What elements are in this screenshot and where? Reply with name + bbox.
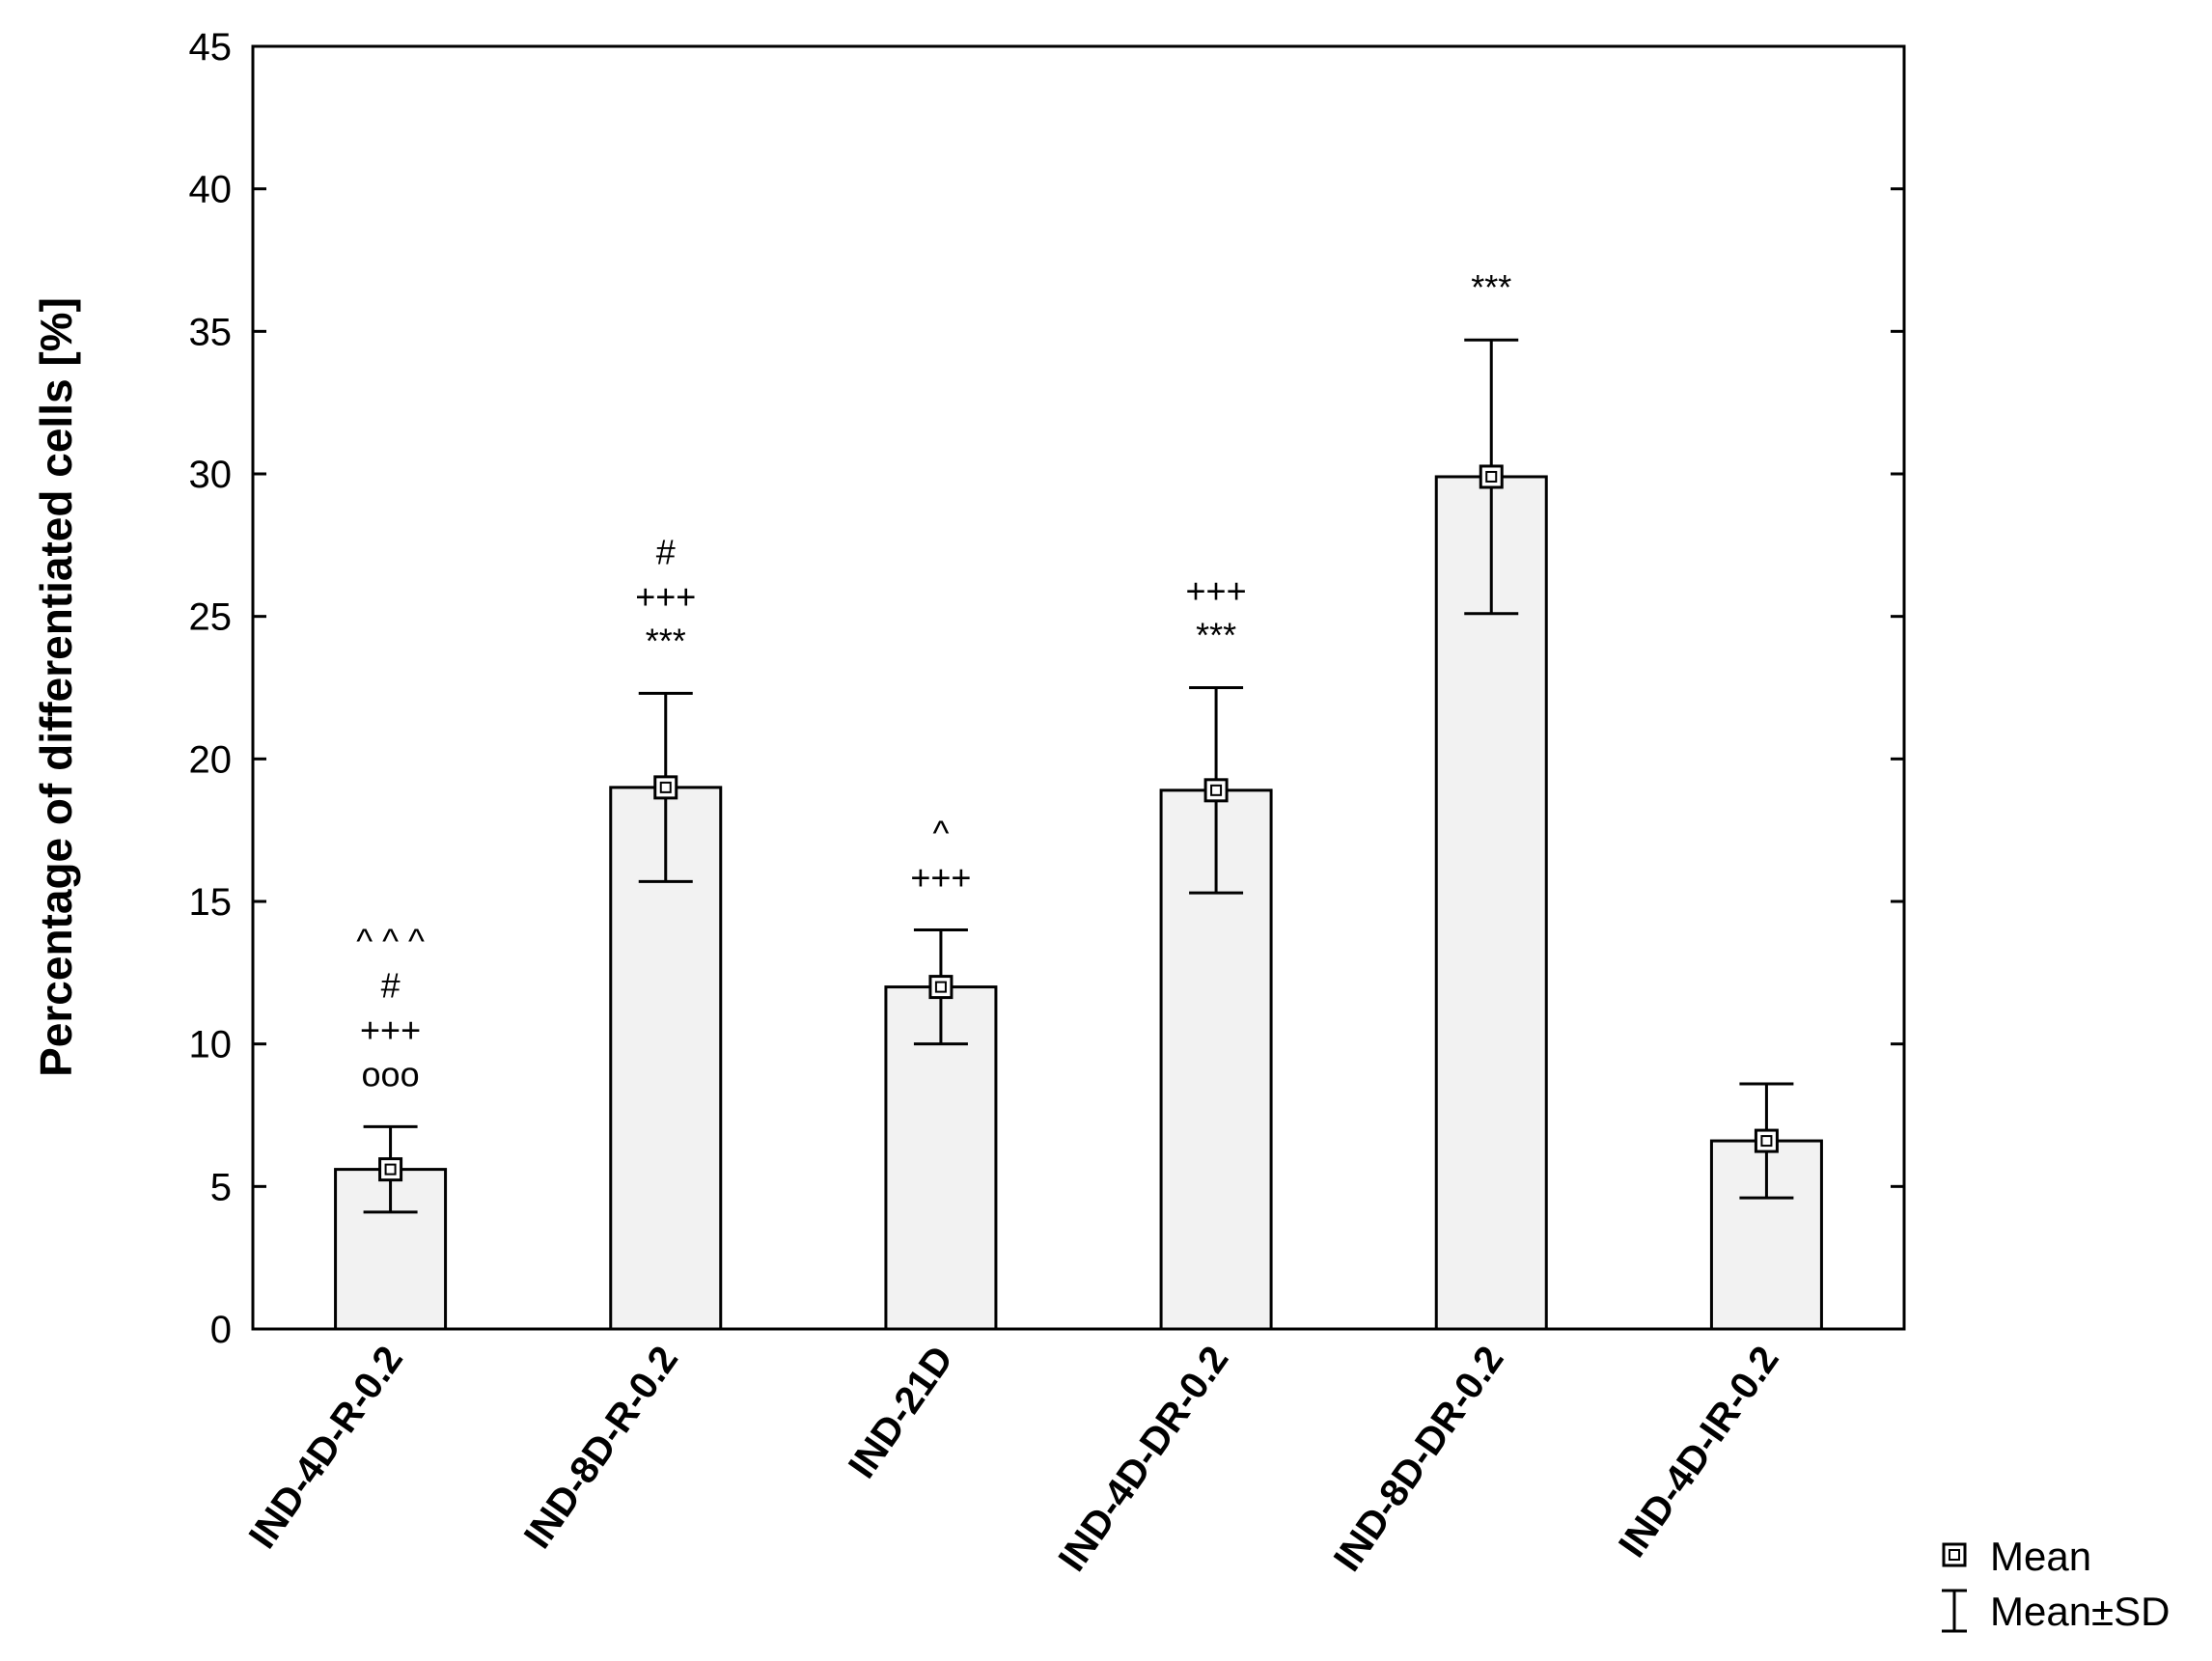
bar <box>1159 789 1273 1331</box>
x-tick-label: IND-4D-DR-0.2 <box>1051 1339 1237 1579</box>
mean-marker <box>928 975 954 1000</box>
legend-mean-marker-inner <box>1949 1549 1960 1561</box>
legend-sd-label: Mean±SD <box>1990 1589 2170 1634</box>
mean-marker <box>378 1157 403 1182</box>
y-tick-label: 45 <box>189 26 233 69</box>
mean-marker-inner <box>1760 1135 1773 1148</box>
error-bars-group <box>363 338 1794 1214</box>
legend: Mean Mean±SD <box>1942 1534 2170 1634</box>
mean-marker-inner <box>934 981 947 993</box>
bar <box>1434 475 1548 1331</box>
y-tick-label: 35 <box>189 311 233 353</box>
significance-annotations: ^ ^ ^ # +++ ooo # +++ *** ^ +++ +++ *** *** <box>356 267 1511 1093</box>
significance-mark: # <box>656 532 676 571</box>
mean-marker <box>653 775 678 800</box>
y-tick-label: 5 <box>210 1166 232 1208</box>
legend-mean-label: Mean <box>1990 1534 2091 1579</box>
mean-marker <box>1203 778 1229 803</box>
y-tick-label: 20 <box>189 738 233 781</box>
significance-mark: ooo <box>362 1054 420 1093</box>
x-tick-label: IND-4D-R-0.2 <box>241 1339 411 1557</box>
y-axis-title: Percentage of differentiated cells [%] <box>31 297 81 1077</box>
y-tick-label: 0 <box>210 1309 232 1351</box>
significance-mark: +++ <box>910 858 971 898</box>
significance-mark: *** <box>646 621 686 660</box>
mean-marker-inner <box>659 781 672 793</box>
x-axis-labels: IND-4D-R-0.2 IND-8D-R-0.2 IND-21D IND-4D-DR… <box>241 1339 1787 1579</box>
mean-marker-inner <box>1210 784 1223 796</box>
mean-markers-group <box>378 464 1779 1182</box>
significance-mark: ^ <box>932 814 949 853</box>
significance-mark: +++ <box>360 1010 421 1049</box>
y-tick-label: 10 <box>189 1024 233 1066</box>
x-tick-label: IND-8D-R-0.2 <box>516 1339 686 1557</box>
mean-marker <box>1754 1128 1779 1153</box>
significance-mark: +++ <box>635 576 696 616</box>
significance-mark: +++ <box>1186 571 1247 611</box>
x-tick-label: IND-4D-IR-0.2 <box>1611 1339 1787 1565</box>
significance-mark: # <box>381 965 401 1005</box>
x-tick-label: IND-8D-DR-0.2 <box>1326 1339 1512 1579</box>
significance-mark: *** <box>1471 267 1511 307</box>
significance-mark: *** <box>1196 616 1236 655</box>
plot-frame <box>251 44 1906 1331</box>
y-tick-label: 15 <box>189 881 233 924</box>
y-tick-label: 30 <box>189 454 233 496</box>
mean-marker <box>1479 464 1504 489</box>
y-tick-label: 40 <box>189 169 233 211</box>
bars-group <box>334 475 1823 1331</box>
y-axis: 0 5 10 15 20 25 30 35 40 45 <box>189 26 1904 1351</box>
mean-marker-inner <box>384 1163 397 1176</box>
mean-marker-inner <box>1485 470 1498 483</box>
legend-mean-marker <box>1942 1542 1967 1567</box>
y-tick-label: 25 <box>189 596 233 639</box>
x-tick-label: IND-21D <box>841 1339 961 1486</box>
significance-mark: ^ ^ ^ <box>356 921 425 960</box>
